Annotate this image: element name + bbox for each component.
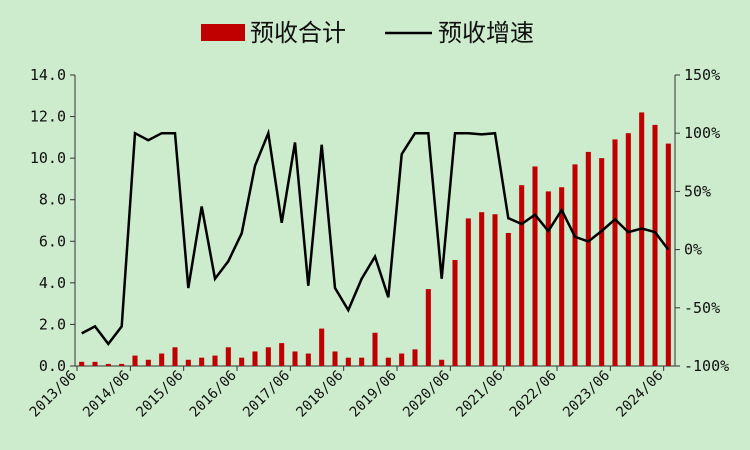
bar: [639, 112, 645, 367]
y-left-tick-label: 10.0: [30, 149, 66, 167]
bar: [412, 349, 418, 366]
bar: [545, 191, 551, 366]
bar: [585, 151, 591, 366]
bar: [665, 143, 671, 366]
legend: 预收合计 预收增速: [201, 19, 534, 47]
y-left-tick-label: 8.0: [39, 191, 66, 209]
y-right-tick-label: -100%: [684, 357, 729, 375]
x-tick-label: 2014/06: [80, 368, 133, 421]
x-tick-label: 2023/06: [560, 368, 613, 421]
bar: [652, 124, 658, 366]
y-right-tick-label: 150%: [684, 66, 720, 84]
y-left-tick-label: 0.0: [39, 357, 66, 375]
y-right-tick-label: 50%: [684, 182, 711, 200]
bar: [185, 359, 191, 366]
x-tick-label: 2022/06: [507, 368, 560, 421]
x-tick-label: 2017/06: [240, 368, 293, 421]
bar: [425, 289, 431, 366]
bar: [225, 347, 231, 366]
x-tick-label: 2015/06: [133, 368, 186, 421]
x-tick-label: 2019/06: [347, 368, 400, 421]
legend-label-line: 预收增速: [438, 19, 534, 47]
x-tick-label: 2018/06: [293, 368, 346, 421]
bar: [345, 357, 351, 366]
bar: [92, 361, 98, 366]
bar: [79, 361, 85, 366]
bar: [479, 212, 485, 366]
bar: [105, 363, 111, 366]
bar: [439, 359, 445, 366]
y-left-tick-label: 4.0: [39, 274, 66, 292]
bar: [332, 351, 338, 366]
bar: [265, 347, 271, 366]
bar: [212, 355, 218, 366]
line-series: [81, 128, 670, 346]
bar: [252, 351, 258, 366]
bar: [305, 353, 311, 366]
bar: [572, 164, 578, 366]
bar: [612, 139, 618, 366]
bar: [625, 133, 631, 366]
bar: [292, 351, 298, 366]
bar: [319, 328, 325, 366]
y-left-tick-label: 12.0: [30, 108, 66, 126]
y-left-tick-label: 2.0: [39, 315, 66, 333]
bar: [599, 158, 605, 366]
bar: [132, 355, 138, 366]
bar: [239, 357, 245, 366]
bar: [172, 347, 178, 366]
bar: [465, 218, 471, 366]
y-left-tick-label: 14.0: [30, 66, 66, 84]
y-right-tick-label: 100%: [684, 124, 720, 142]
legend-label-bar: 预收合计: [250, 19, 346, 47]
x-tick-label: 2016/06: [187, 368, 240, 421]
y-right-tick-label: -50%: [684, 299, 720, 317]
bar: [279, 343, 285, 366]
bar: [145, 359, 151, 366]
bar: [559, 187, 565, 366]
bar: [505, 232, 511, 366]
bar: [199, 357, 205, 366]
bar: [519, 185, 525, 366]
bar: [532, 166, 538, 366]
bar: [159, 353, 165, 366]
bar: [119, 363, 125, 366]
bar: [359, 357, 365, 366]
legend-swatch-bar: [201, 24, 245, 41]
bar: [452, 259, 458, 366]
growth-line: [81, 128, 670, 346]
y-left-tick-label: 6.0: [39, 232, 66, 250]
bar-series: [79, 112, 671, 367]
x-tick-label: 2021/06: [453, 368, 506, 421]
y-right-tick-label: 0%: [684, 241, 702, 259]
bar: [385, 357, 391, 366]
bar: [372, 332, 378, 366]
x-tick-label: 2020/06: [400, 368, 453, 421]
bar: [399, 353, 405, 366]
x-tick-label: 2024/06: [613, 368, 666, 421]
axis-labels: 0.0 2.0 4.0 6.0 8.0 10.0 12.0 14.0 -100% -50% 0% 50…: [27, 66, 729, 421]
x-tick-label: 2013/06: [27, 368, 80, 421]
bar: [492, 214, 498, 366]
